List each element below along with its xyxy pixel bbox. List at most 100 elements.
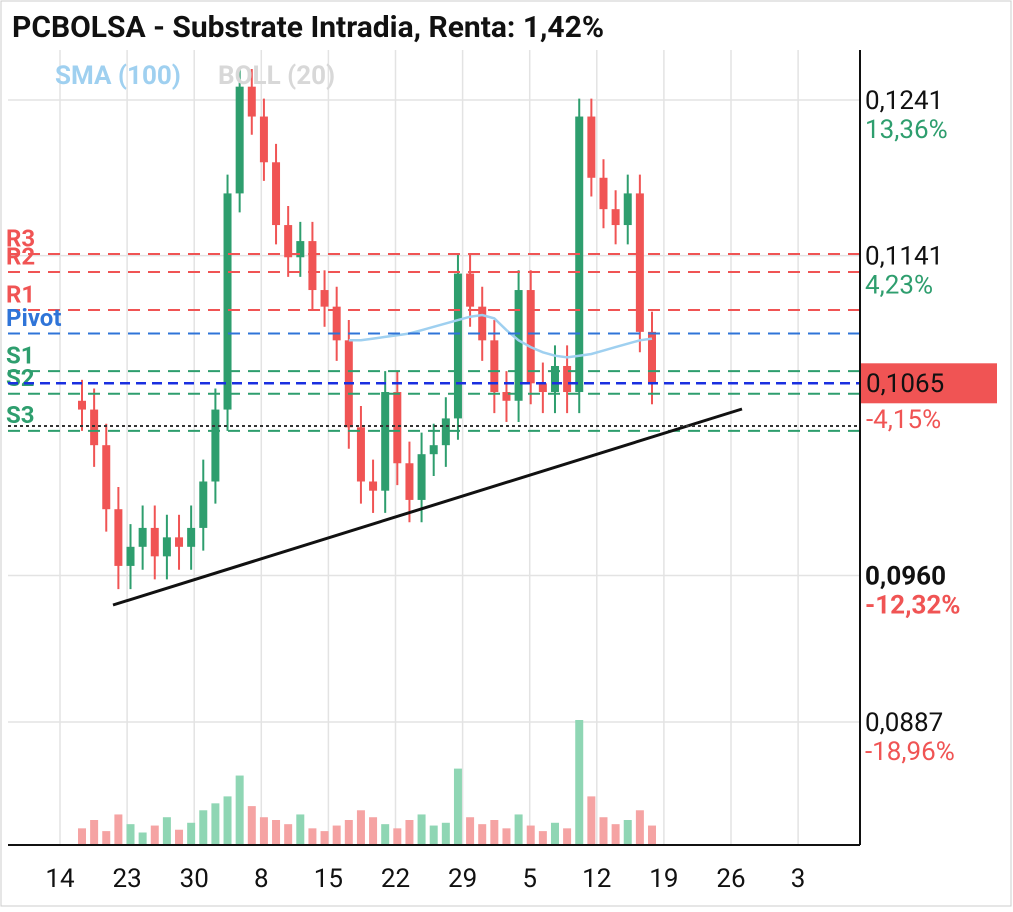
volume-bar — [272, 820, 281, 845]
volume-bar — [417, 814, 426, 845]
candle-body — [211, 409, 220, 482]
candle-body — [417, 454, 426, 500]
volume-bar — [405, 820, 414, 845]
volume-bar — [441, 822, 450, 845]
volume — [78, 720, 656, 845]
level-label: S1 — [6, 342, 35, 370]
candle-body — [308, 241, 317, 291]
grid — [8, 50, 860, 845]
candle-body — [235, 86, 244, 194]
candle-body — [78, 400, 86, 410]
volume-bar — [538, 831, 547, 845]
volume-bar — [526, 825, 535, 845]
x-tick-label: 19 — [649, 864, 678, 894]
candle-body — [259, 116, 268, 163]
candle-body — [223, 193, 232, 410]
candle-body — [441, 418, 450, 446]
candle-body — [514, 290, 523, 401]
candle-body — [429, 445, 438, 455]
volume-bar — [381, 824, 390, 845]
candle-body — [393, 392, 402, 464]
candle-body — [356, 427, 365, 482]
x-tick-label: 30 — [180, 864, 209, 894]
candle-body — [102, 445, 111, 510]
volume-bar — [308, 828, 317, 845]
candle-body — [284, 225, 293, 258]
volume-bar — [187, 822, 196, 845]
volume-bar — [284, 824, 293, 845]
level-label: Pivot — [6, 304, 61, 332]
volume-bar — [429, 825, 438, 845]
sma-line — [348, 313, 653, 359]
candle-body — [405, 463, 414, 500]
volume-bar — [635, 810, 644, 845]
volume-bar — [199, 810, 208, 845]
volume-bar — [599, 817, 608, 845]
volume-bar — [175, 829, 184, 845]
candle-body — [332, 306, 341, 341]
candle-body — [138, 527, 147, 547]
y-tick-label: 0,0887 — [865, 708, 943, 738]
volume-bar — [623, 820, 632, 845]
x-tick-label: 22 — [381, 864, 410, 894]
volume-bar — [478, 824, 487, 845]
volume-bar — [611, 824, 620, 845]
candle-body — [599, 177, 608, 210]
candle-body — [175, 537, 184, 547]
y-tick-change: -18,96% — [865, 737, 955, 767]
volume-bar — [211, 803, 220, 845]
candle-body — [381, 392, 390, 491]
volume-bar — [259, 817, 268, 845]
candle-body — [550, 365, 559, 393]
candle-body — [490, 340, 499, 393]
volume-bar — [587, 796, 596, 845]
volume-bar — [344, 820, 353, 845]
x-tick-label: 29 — [448, 864, 477, 894]
volume-bar — [90, 820, 99, 845]
volume-bar — [502, 828, 511, 845]
volume-bar — [550, 822, 559, 845]
y-tick-label: 0,1241 — [865, 86, 943, 116]
x-tick-label: 12 — [582, 864, 611, 894]
volume-bar — [490, 820, 499, 845]
volume-bar — [369, 817, 378, 845]
volume-bar — [235, 775, 244, 845]
candle-body — [587, 116, 596, 178]
candle-body — [502, 392, 511, 401]
x-tick-label: 14 — [45, 864, 75, 894]
candle-body — [296, 241, 305, 258]
indicator-label: SMA (100) — [55, 61, 181, 91]
candle-body — [635, 193, 644, 332]
title-bg — [8, 8, 858, 50]
candle-body — [648, 331, 656, 384]
candle-body — [272, 162, 281, 226]
volume-bar — [247, 806, 256, 845]
y-tick-label: 0,1141 — [865, 242, 943, 272]
x-tick-label: 26 — [716, 864, 745, 894]
y-tick-label: 0,0960 — [865, 561, 946, 591]
candle-body — [320, 290, 329, 307]
candle-body — [453, 273, 462, 419]
volume-bar — [563, 828, 572, 845]
volume-bar — [296, 814, 305, 845]
candle-body — [369, 481, 378, 491]
x-tick-label: 15 — [314, 864, 343, 894]
last-price-label: 0,1065 — [866, 369, 944, 399]
volume-bar — [150, 825, 159, 845]
volume-bar — [453, 768, 462, 845]
candle-body — [526, 290, 535, 384]
x-tick-label: 8 — [254, 864, 269, 894]
volume-bar — [393, 828, 402, 845]
x-tick-label: 23 — [112, 864, 141, 894]
candle-body — [199, 481, 208, 528]
volume-bar — [514, 814, 523, 845]
candle-body — [538, 383, 547, 393]
last-price-box — [861, 363, 997, 404]
volume-bar — [138, 832, 147, 845]
volume-bar — [126, 824, 135, 845]
candle-body — [114, 509, 123, 566]
